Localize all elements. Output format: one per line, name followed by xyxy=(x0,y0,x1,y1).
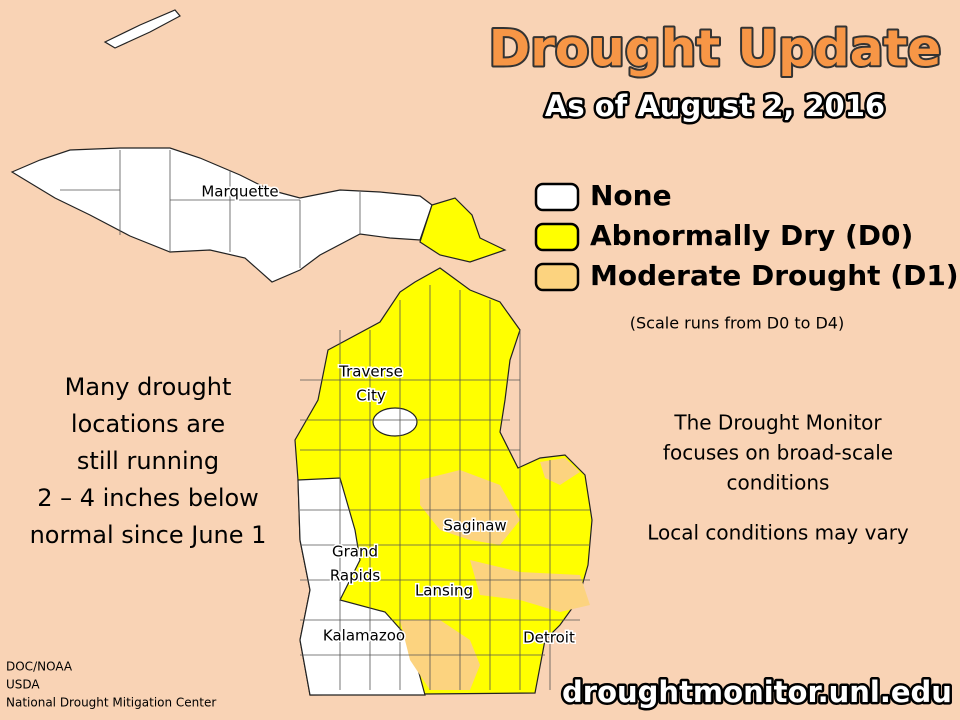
legend-note: (Scale runs from D0 to D4) xyxy=(630,314,844,333)
legend-swatch xyxy=(534,182,580,212)
legend-swatch xyxy=(534,222,580,252)
url: droughtmonitor.unl.edu xyxy=(562,675,952,709)
credit-line: DOC/NOAA xyxy=(6,660,73,674)
left-text: Many drought locations are still running 2 … xyxy=(30,373,267,549)
left-line: Many drought xyxy=(65,373,232,401)
credit-line: USDA xyxy=(6,678,40,692)
none-traverse xyxy=(372,407,418,437)
upper-peninsula-dry xyxy=(419,197,507,263)
right-note: Local conditions may vary xyxy=(647,521,909,545)
city-label: Traverse xyxy=(338,363,403,381)
cities: Marquette Traverse City Saginaw Grand Rapids L… xyxy=(200,181,577,648)
credits: DOC/NOAA USDA National Drought Mitigation … xyxy=(6,660,216,710)
county-lines xyxy=(60,150,590,690)
city-label: Saginaw xyxy=(443,517,506,535)
right-text: The Drought Monitor focuses on broad-scal… xyxy=(663,411,893,495)
map xyxy=(10,9,593,696)
isle-royale xyxy=(103,9,181,49)
left-line: normal since June 1 xyxy=(30,521,267,549)
city-label: Detroit xyxy=(523,629,575,647)
d1-central xyxy=(420,470,520,545)
legend-label: Abnormally Dry (D0) xyxy=(590,219,913,252)
right-line: The Drought Monitor xyxy=(673,411,882,435)
legend-label: Moderate Drought (D1) xyxy=(590,259,959,292)
title: Drought Update xyxy=(489,20,942,78)
right-line: focuses on broad-scale xyxy=(663,441,893,465)
legend-swatch xyxy=(534,262,580,292)
left-line: locations are xyxy=(71,410,225,438)
legend-label: None xyxy=(590,179,672,212)
d1-east xyxy=(470,560,590,612)
right-line: conditions xyxy=(727,471,830,495)
credit-line: National Drought Mitigation Center xyxy=(6,696,216,710)
subtitle: As of August 2, 2016 xyxy=(545,89,885,123)
city-label: Lansing xyxy=(415,582,473,600)
left-line: 2 – 4 inches below xyxy=(37,484,259,512)
city-label: City xyxy=(356,387,386,405)
city-label: Kalamazoo xyxy=(323,627,405,645)
city-label: Grand xyxy=(332,543,378,561)
city-label: Rapids xyxy=(330,567,380,585)
left-line: still running xyxy=(77,447,219,475)
legend: None Abnormally Dry (D0) Moderate Drought … xyxy=(534,179,959,292)
city-label: Marquette xyxy=(201,183,278,201)
